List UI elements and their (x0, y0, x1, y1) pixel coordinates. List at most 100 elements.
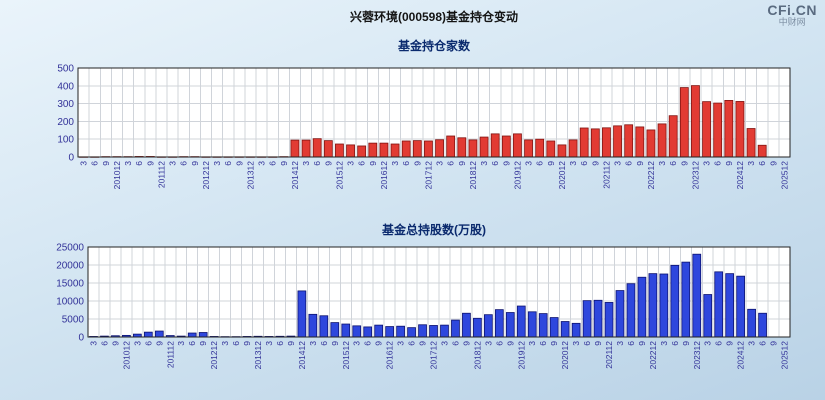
bar (412, 140, 422, 158)
chart-title-fund-count: 基金持仓家数 (397, 39, 470, 53)
x-tick-label: 9 (110, 341, 120, 346)
x-tick-label: 6 (134, 161, 144, 166)
bar (319, 315, 329, 338)
x-tick-label: 201512 (334, 161, 344, 190)
x-tick-label: 3 (168, 161, 178, 166)
x-tick-label: 9 (590, 161, 600, 166)
bar (736, 275, 745, 338)
x-tick-label: 201312 (245, 161, 255, 190)
x-tick-label: 6 (450, 341, 460, 346)
bar (681, 261, 691, 338)
bar (635, 126, 645, 158)
bar (668, 115, 678, 158)
bar (429, 325, 438, 338)
x-tick-label: 3 (703, 341, 713, 346)
x-tick-label: 9 (242, 341, 252, 346)
x-tick-label: 6 (668, 161, 678, 166)
x-tick-label: 202012 (557, 161, 567, 190)
x-tick-label: 6 (758, 341, 768, 346)
x-tick-label: 6 (579, 161, 589, 166)
x-tick-label: 6 (624, 161, 634, 166)
x-tick-label: 9 (101, 161, 111, 166)
x-tick-label: 3 (483, 341, 493, 346)
x-tick-label: 202312 (690, 161, 700, 190)
y-tick-label: 15000 (56, 279, 84, 290)
bar (301, 139, 311, 158)
bar (494, 309, 504, 338)
x-tick-label: 3 (301, 161, 311, 166)
x-tick-label: 6 (90, 161, 100, 166)
bar (757, 144, 767, 158)
x-tick-label: 3 (220, 341, 230, 346)
x-tick-label: 9 (637, 341, 647, 346)
bar (457, 137, 467, 158)
x-tick-label: 201112 (156, 161, 166, 188)
x-tick-label: 201212 (201, 161, 211, 190)
x-tick-label: 9 (546, 161, 556, 166)
x-tick-label: 201212 (209, 341, 219, 370)
bar (527, 311, 537, 338)
x-tick-label: 6 (231, 341, 241, 346)
y-tick-label: 0 (68, 153, 74, 164)
bar (579, 127, 589, 158)
x-tick-label: 3 (123, 161, 133, 166)
x-tick-label: 6 (357, 161, 367, 166)
bar (659, 273, 669, 338)
bar (626, 283, 636, 338)
bar (363, 326, 373, 338)
x-tick-label: 201012 (121, 341, 131, 370)
bar (538, 313, 548, 338)
bar (379, 142, 389, 158)
cfi-logo: CFi.CN 中财网 (767, 3, 817, 27)
x-tick-label: 3 (212, 161, 222, 166)
x-tick-label: 6 (582, 341, 592, 346)
x-tick-label: 3 (257, 161, 267, 166)
bar (637, 276, 647, 338)
x-tick-label: 201612 (385, 341, 395, 370)
y-tick-label: 200 (57, 117, 74, 128)
bar (451, 319, 460, 338)
x-tick-label: 201912 (516, 341, 526, 370)
x-tick-label: 6 (319, 341, 329, 346)
bar (692, 253, 702, 338)
x-tick-label: 9 (279, 161, 289, 166)
x-tick-label: 3 (88, 341, 98, 346)
bar (735, 101, 745, 158)
bar (747, 308, 756, 338)
x-tick-label: 9 (323, 161, 333, 166)
x-tick-label: 6 (494, 341, 504, 346)
y-tick-label: 25000 (56, 243, 84, 254)
bar (418, 324, 427, 338)
x-tick-label: 9 (412, 161, 422, 166)
bar (724, 100, 734, 158)
bar (505, 312, 515, 338)
bar (560, 321, 570, 338)
y-tick-label: 500 (57, 64, 74, 75)
x-tick-label: 6 (187, 341, 197, 346)
chart-title-total-shares: 基金总持股数(万股) (382, 223, 486, 237)
x-tick-label: 201412 (297, 341, 307, 370)
bar (308, 313, 318, 338)
bar (341, 323, 351, 338)
bar (549, 317, 559, 338)
bar (401, 140, 411, 158)
bar (290, 139, 300, 158)
bar (357, 145, 367, 158)
x-tick-label: 201312 (253, 341, 263, 370)
bar (490, 133, 500, 158)
bar (335, 143, 344, 158)
y-tick-label: 100 (57, 135, 74, 146)
gridlines (88, 247, 790, 337)
bar (535, 138, 545, 158)
x-tick-label: 3 (264, 341, 274, 346)
x-tick-label: 6 (446, 161, 456, 166)
bar (590, 128, 600, 158)
bar (198, 332, 208, 338)
bar (440, 324, 449, 338)
x-tick-label: 9 (457, 161, 467, 166)
x-tick-label: 9 (681, 341, 691, 346)
x-tick-label: 9 (768, 161, 778, 166)
bar (691, 85, 700, 158)
